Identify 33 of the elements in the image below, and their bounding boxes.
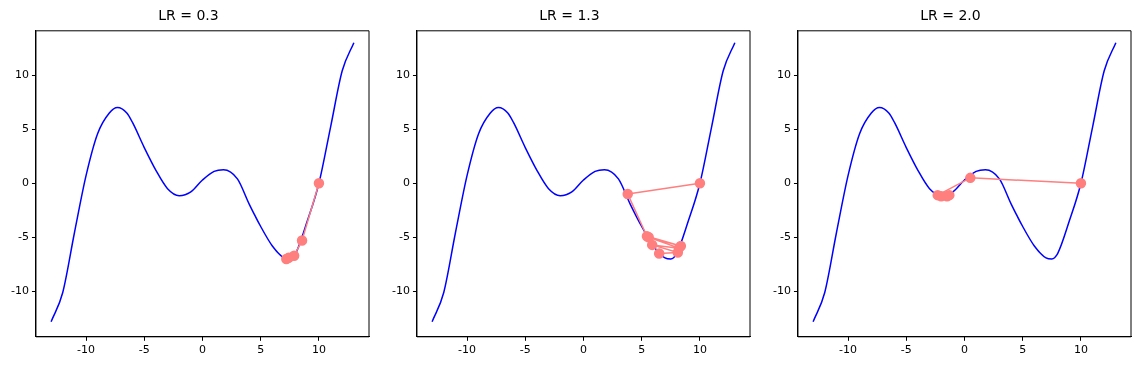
x-tick-label: -10 [839,343,858,357]
x-tick-label: -10 [77,343,96,357]
y-tick-label: -10 [11,284,29,298]
y-tick-label: 10 [776,67,791,81]
x-tick-label: 0 [960,343,968,357]
y-tick-label: -5 [780,230,791,244]
x-tick-label: -5 [900,343,912,357]
chart-title: LR = 2.0 [920,7,981,24]
y-tick-label: 0 [21,176,29,190]
y-tick-label: 0 [402,176,410,190]
y-tick-label: 5 [402,122,410,136]
y-tick-label: 5 [21,122,29,136]
chart-title: LR = 0.3 [158,7,219,24]
x-tick-label: 10 [311,343,326,357]
x-tick-label: 5 [257,343,265,357]
x-tick-label: 10 [1073,343,1088,357]
y-tick-label: 5 [783,122,791,136]
y-tick-label: -5 [18,230,29,244]
x-tick-label: -5 [138,343,150,357]
x-tick-label: 5 [638,343,646,357]
y-tick-label: -10 [392,284,410,298]
y-tick-label: 10 [14,67,29,81]
x-tick-label: 0 [198,343,206,357]
y-tick-label: -10 [773,284,791,298]
y-tick-label: 0 [783,176,791,190]
x-tick-label: -10 [458,343,477,357]
x-tick-label: 10 [692,343,707,357]
chart-title: LR = 1.3 [539,7,600,24]
y-tick-label: -5 [399,230,410,244]
x-tick-label: 0 [579,343,587,357]
x-tick-label: -5 [519,343,531,357]
x-tick-label: 5 [1019,343,1027,357]
y-tick-label: 10 [395,67,410,81]
